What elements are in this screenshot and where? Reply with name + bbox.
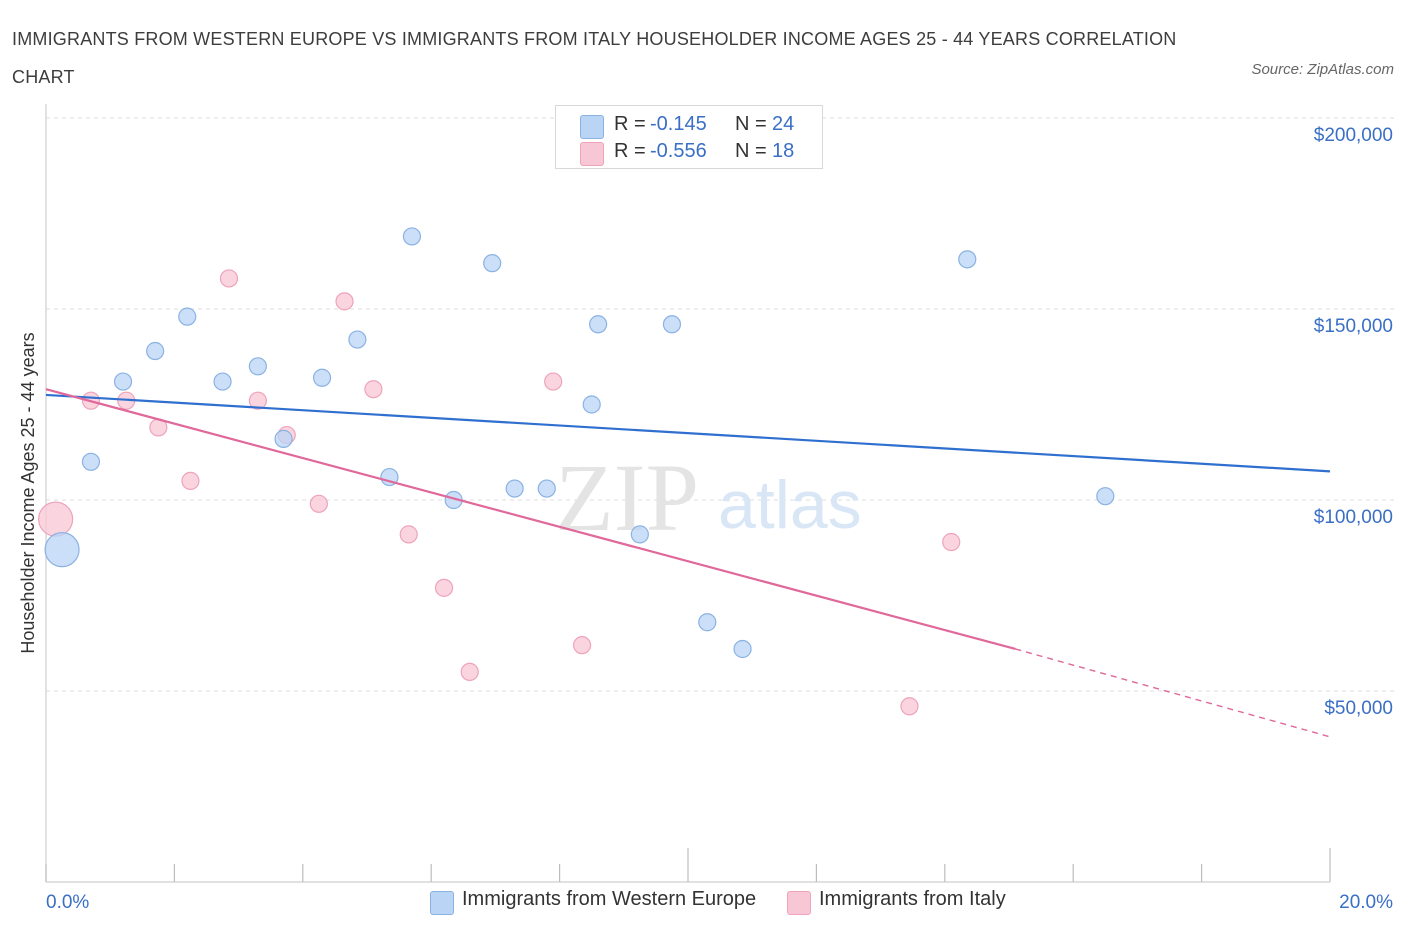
bottom-legend-label: Immigrants from Italy: [819, 888, 1006, 910]
western-europe-point: [178, 307, 197, 326]
western-europe-point: [44, 532, 80, 568]
tick-labels: $50,000 $100,000 $150,000 $200,000 0.0% 20.0%: [46, 125, 1393, 913]
western-europe-point: [213, 372, 232, 391]
western-europe-point: [81, 452, 101, 471]
italy-point: [309, 494, 328, 513]
italy-trend-extension: [1015, 648, 1331, 738]
western-europe-point: [630, 525, 649, 544]
italy-point: [434, 578, 454, 597]
legend-r-value: -0.556: [650, 140, 707, 162]
trend-lines: [45, 388, 1331, 738]
italy-trend-line: [45, 388, 1016, 651]
italy-point: [460, 662, 479, 682]
legend-r-label: R =: [614, 113, 646, 135]
legend-r-label: R =: [614, 140, 646, 162]
y-tick-label: $50,000: [1324, 698, 1393, 719]
italy-point: [364, 380, 383, 399]
western-europe-point: [113, 372, 133, 391]
italy-point: [248, 391, 267, 410]
y-tick-label: $200,000: [1314, 125, 1393, 146]
western-europe-point: [312, 368, 332, 387]
western-europe-point: [582, 395, 601, 414]
italy-point: [572, 636, 592, 655]
italy-point: [399, 525, 418, 544]
legend-n-label: N =: [735, 113, 767, 135]
western-europe-point: [146, 341, 165, 361]
legend-n-value: 24: [772, 113, 795, 135]
legend-box: R = -0.145 N = 24 R = -0.556 N = 18: [555, 105, 823, 169]
western-europe-point: [733, 639, 752, 659]
italy-point: [544, 372, 563, 391]
western-europe-point: [589, 315, 608, 334]
watermark: ZIP atlas: [555, 444, 862, 551]
italy-point: [335, 292, 354, 311]
grid-lines: [46, 117, 1394, 692]
legend-n-label: N =: [735, 140, 767, 162]
watermark-zip: ZIP: [555, 444, 699, 551]
western-europe-point: [662, 315, 682, 334]
western-europe-point: [1096, 487, 1115, 506]
bottom-legend-label: Immigrants from Western Europe: [462, 888, 757, 910]
y-tick-label: $100,000: [1314, 507, 1393, 528]
western-europe-trend-line: [45, 393, 1331, 473]
western-europe-point: [958, 250, 977, 269]
italy-point: [38, 501, 74, 537]
bottom-legend-swatch-pink: [787, 891, 811, 915]
x-tick-label: 0.0%: [46, 892, 89, 913]
italy-point: [900, 697, 919, 716]
legend-swatch-blue: [580, 115, 604, 139]
western-europe-point: [248, 357, 267, 376]
chart-title: IMMIGRANTS FROM WESTERN EUROPE VS IMMIGR…: [12, 29, 1177, 87]
y-tick-label: $150,000: [1314, 316, 1393, 337]
axes: [45, 104, 1331, 883]
italy-point: [942, 532, 961, 552]
source-label: Source: ZipAtlas.com: [1251, 61, 1394, 78]
western-europe-point: [505, 479, 524, 498]
western-europe-point: [698, 613, 717, 632]
western-europe-point: [537, 479, 556, 498]
x-tick-label: 20.0%: [1339, 892, 1393, 913]
legend-n-value: 18: [772, 140, 795, 162]
western-europe-point: [274, 429, 293, 448]
y-axis-label: Householder Income Ages 25 - 44 years: [18, 332, 38, 653]
western-europe-point: [483, 254, 502, 273]
western-europe-points: [44, 227, 1115, 659]
italy-point: [181, 471, 200, 490]
bottom-legend-swatch-blue: [430, 891, 454, 915]
western-europe-point: [348, 330, 367, 349]
legend-swatch-pink: [580, 142, 604, 166]
western-europe-point: [402, 227, 422, 246]
italy-point: [219, 269, 239, 288]
watermark-atlas: atlas: [718, 467, 862, 543]
legend-r-value: -0.145: [650, 113, 707, 135]
